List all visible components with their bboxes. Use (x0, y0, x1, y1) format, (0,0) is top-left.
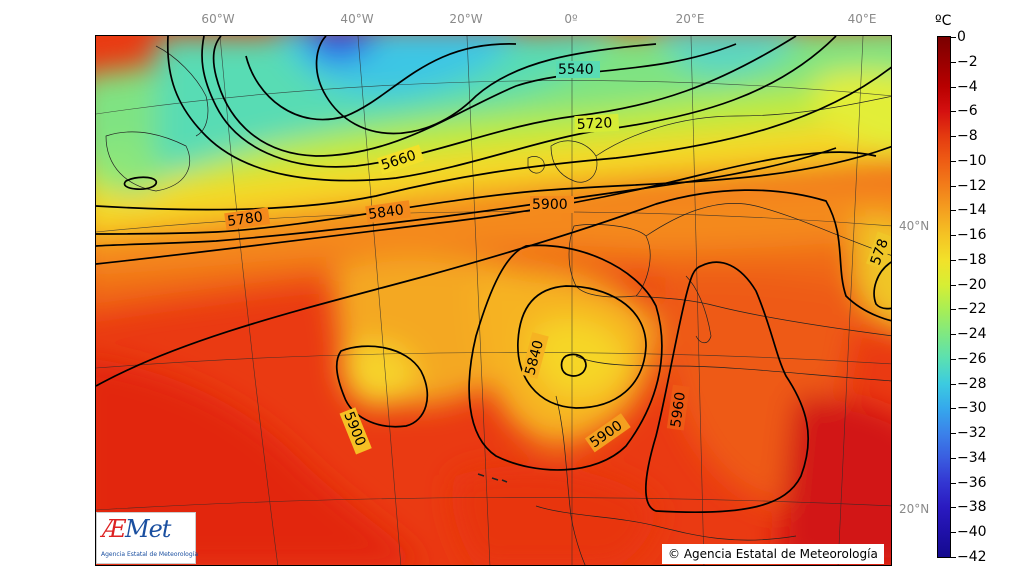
colorbar-tick-label: −2 (957, 53, 978, 70)
colorbar-tick-label: −4 (957, 78, 978, 95)
colorbar-tick (951, 309, 956, 311)
colorbar-tick-label: −16 (957, 227, 987, 244)
colorbar-tick (951, 358, 956, 360)
map-canvas: 5540 5720 5660 5780 5840 5900 5840 5900 … (96, 36, 892, 565)
colorbar-tick-label: −32 (957, 425, 987, 442)
lon-label-0: 0º (564, 12, 578, 26)
colorbar-tick (951, 37, 956, 38)
contour-label-5900-north: 5900 (532, 197, 568, 213)
colorbar (937, 36, 951, 558)
lat-label-40n: 40°N (899, 219, 930, 233)
contour-label-5960: 5960 (668, 391, 689, 429)
colorbar-tick (951, 235, 956, 237)
coastlines (105, 45, 891, 565)
colorbar-tick (951, 482, 956, 484)
colorbar-tick-label: −12 (957, 177, 987, 194)
colorbar-tick-label: −20 (957, 276, 987, 293)
colorbar-tick (951, 160, 956, 162)
colorbar-tick (951, 557, 956, 558)
colorbar-tick (951, 136, 956, 138)
colorbar-tick-label: −40 (957, 524, 987, 541)
contour-label-5780: 5780 (226, 209, 264, 230)
colorbar-tick (951, 433, 956, 435)
colorbar-tick-label: −22 (957, 301, 987, 318)
lon-label-40e: 40°E (847, 12, 877, 26)
colorbar-tick-label: −42 (957, 549, 987, 565)
colorbar-tick-label: −34 (957, 449, 987, 466)
lat-label-20n: 20°N (899, 502, 930, 516)
contour-label-5720: 5720 (576, 115, 612, 133)
contour-label-5540: 5540 (558, 62, 594, 78)
colorbar-tick (951, 86, 956, 88)
copyright-notice: © Agencia Estatal de Meteorología (662, 544, 884, 564)
colorbar-tick-label: −18 (957, 251, 987, 268)
colorbar-tick-label: −6 (957, 103, 978, 120)
map-panel: 5540 5720 5660 5780 5840 5900 5840 5900 … (95, 35, 892, 566)
colorbar-tick (951, 457, 956, 459)
aemet-logo-mark: ÆMet (102, 515, 171, 543)
colorbar-tick-label: −26 (957, 350, 987, 367)
colorbar-tick (951, 284, 956, 286)
lon-label-20w: 20°W (449, 12, 483, 26)
contour-label-5840: 5840 (367, 202, 405, 223)
aemet-logo: ÆMet Agencia Estatal de Meteorología (96, 512, 198, 564)
colorbar-tick-label: −38 (957, 499, 987, 516)
colorbar-tick (951, 210, 956, 212)
colorbar-tick-label: −14 (957, 202, 987, 219)
colorbar-tick-label: −36 (957, 474, 987, 491)
colorbar-tick (951, 408, 956, 410)
colorbar-tick (951, 383, 956, 385)
colorbar-tick (951, 111, 956, 113)
colorbar-tick (951, 61, 956, 63)
contour-label-578-edge: 578 (868, 237, 892, 268)
colorbar-tick-label: −24 (957, 326, 987, 343)
colorbar-tick (951, 185, 956, 187)
colorbar-tick-label: 0 (957, 29, 966, 45)
colorbar-tick (951, 532, 956, 534)
lon-label-60w: 60°W (201, 12, 235, 26)
geopotential-contours (96, 36, 891, 514)
lon-label-40w: 40°W (340, 12, 374, 26)
lon-label-20e: 20°E (675, 12, 705, 26)
colorbar-tick (951, 507, 956, 509)
colorbar-tick-label: −30 (957, 400, 987, 417)
colorbar-tick-label: −28 (957, 375, 987, 392)
colorbar-tick (951, 334, 956, 336)
colorbar-unit: ºC (935, 13, 952, 29)
colorbar-tick-label: −10 (957, 152, 987, 169)
colorbar-tick-label: −8 (957, 128, 978, 145)
colorbar-tick (951, 259, 956, 261)
aemet-logo-subtitle: Agencia Estatal de Meteorología (101, 551, 198, 558)
